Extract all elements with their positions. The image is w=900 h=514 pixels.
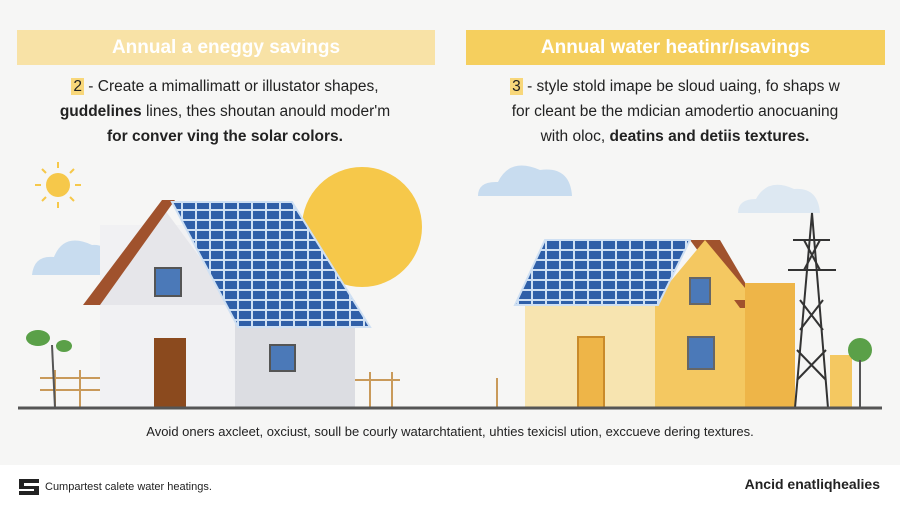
desc-line: for conver ving the solar colors. xyxy=(106,128,343,145)
desc-bold: guddelines xyxy=(59,103,142,120)
power-pylon xyxy=(788,212,836,409)
window xyxy=(689,277,711,305)
desc-line: - style stold imape be sloud uaing, fo s… xyxy=(522,78,840,95)
desc-line: lines, thes shoutan anould moder'm xyxy=(141,103,391,120)
solar-panel xyxy=(170,201,372,328)
cloud xyxy=(478,165,572,196)
desc-line: with oloc, xyxy=(540,128,610,145)
brand-logo-icon xyxy=(19,479,39,495)
left-panel-title: Annual a eneggy savings xyxy=(17,30,435,65)
door xyxy=(577,336,605,409)
desc-bold: deatins and detiis textures. xyxy=(609,128,810,145)
window xyxy=(154,267,182,297)
plant xyxy=(26,330,72,352)
desc-line: for cleant be the mdician amodertio anoc… xyxy=(511,103,839,120)
window xyxy=(269,344,296,372)
step-number: 3 xyxy=(510,78,523,95)
big-sun xyxy=(302,167,422,287)
left-panel-description: 2 - Create a mimallimatt or illustator s… xyxy=(10,74,440,149)
cloud xyxy=(32,240,114,275)
roof xyxy=(83,200,175,305)
right-panel-title: Annual water heatinr/ısavings xyxy=(466,30,885,65)
step-number: 2 xyxy=(71,78,84,95)
right-panel-description: 3 - style stold imape be sloud uaing, fo… xyxy=(460,74,890,149)
solar-panel xyxy=(513,239,692,306)
desc-line: - Create a mimallimatt or illustator sha… xyxy=(84,78,379,95)
caption: Avoid oners axcleet, oxciust, soull be c… xyxy=(146,424,754,439)
illustration xyxy=(18,162,882,410)
small-sun-icon xyxy=(35,162,81,208)
door xyxy=(154,338,186,408)
window xyxy=(687,336,715,370)
footer-left: Cumpartest calete water heatings. xyxy=(18,478,212,496)
cloud xyxy=(738,184,820,213)
footer-right-text: Ancid enatliqhealies xyxy=(744,476,880,492)
footer-left-text: Cumpartest calete water heatings. xyxy=(45,481,212,493)
tree xyxy=(848,338,872,362)
